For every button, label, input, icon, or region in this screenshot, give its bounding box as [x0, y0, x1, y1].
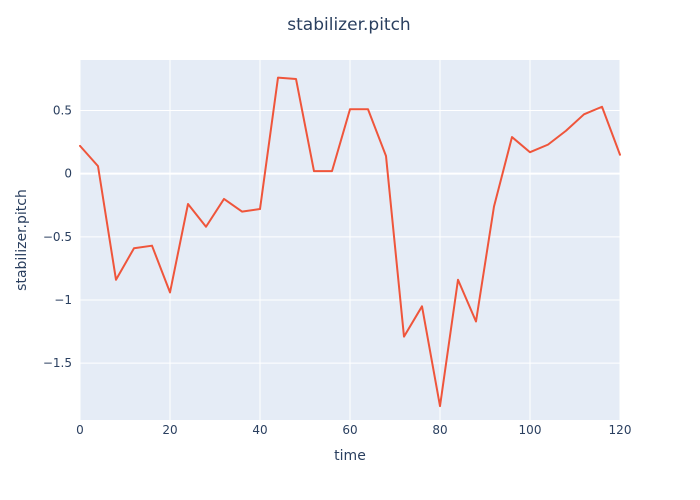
x-tick-label: 40	[252, 423, 267, 437]
y-tick-label: −1	[54, 293, 72, 307]
x-tick-label: 0	[76, 423, 84, 437]
x-axis-ticks: 0 20 40 60 80 100 120	[76, 423, 631, 437]
y-tick-label: 0	[64, 167, 72, 181]
x-tick-label: 80	[432, 423, 447, 437]
y-axis-ticks: 0.5 0 −0.5 −1 −1.5	[43, 104, 72, 371]
x-tick-label: 60	[342, 423, 357, 437]
y-tick-label: 0.5	[53, 104, 72, 118]
x-gridlines	[79, 60, 621, 420]
y-gridlines	[80, 110, 620, 364]
y-axis-label: stabilizer.pitch	[14, 189, 30, 291]
series-line	[79, 76, 621, 408]
x-axis-label: time	[334, 448, 366, 464]
series-layer	[79, 76, 621, 408]
x-tick-label: 120	[609, 423, 632, 437]
y-tick-label: −0.5	[43, 230, 72, 244]
x-tick-label: 100	[519, 423, 542, 437]
y-tick-label: −1.5	[43, 356, 72, 370]
chart-title: stabilizer.pitch	[287, 15, 410, 35]
x-tick-label: 20	[162, 423, 177, 437]
